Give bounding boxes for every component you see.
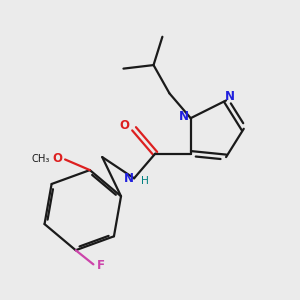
Text: N: N — [124, 172, 134, 185]
Text: N: N — [178, 110, 189, 123]
Text: F: F — [97, 259, 105, 272]
Text: H: H — [141, 176, 148, 186]
Text: N: N — [225, 90, 235, 103]
Text: O: O — [119, 119, 129, 132]
Text: CH₃: CH₃ — [32, 154, 50, 164]
Text: O: O — [52, 152, 62, 165]
